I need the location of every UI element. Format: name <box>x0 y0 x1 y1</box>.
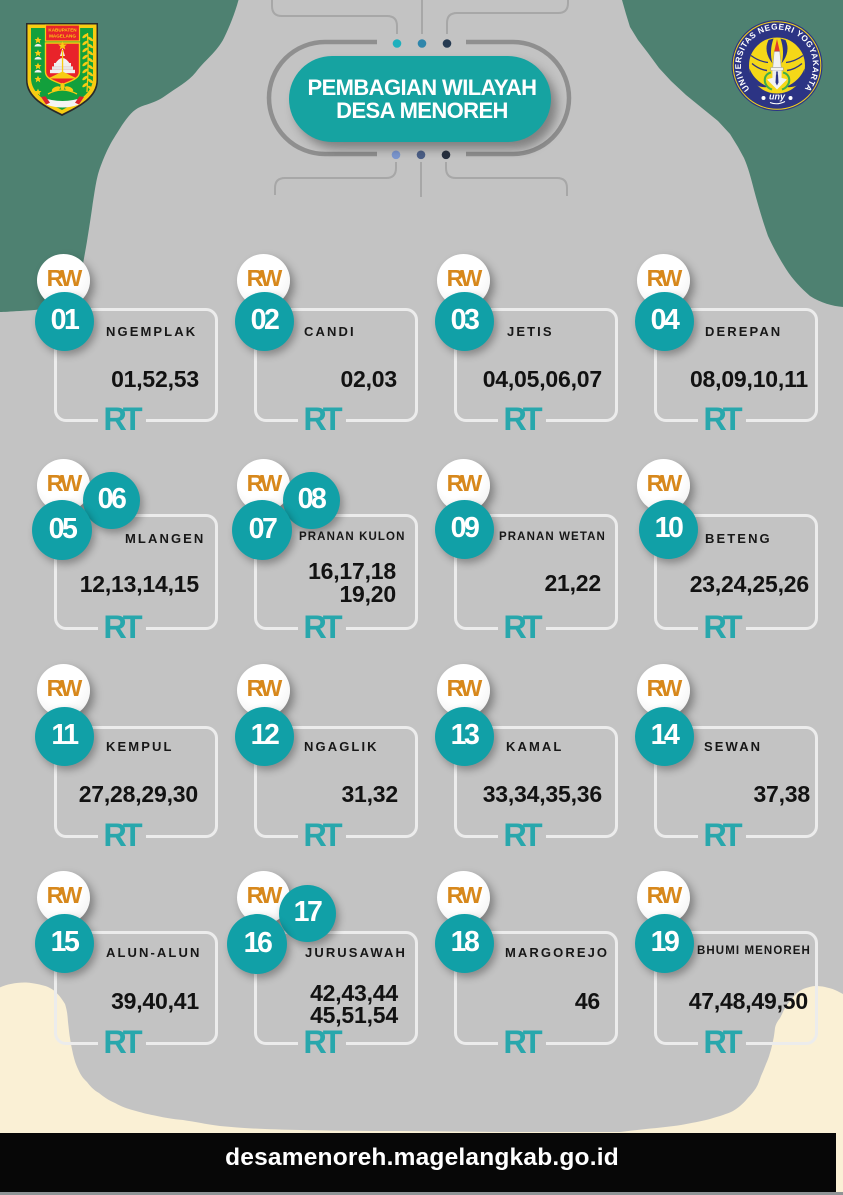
svg-text:KABUPATEN: KABUPATEN <box>48 28 77 33</box>
svg-text:uny: uny <box>769 92 786 102</box>
svg-text:MAGELANG: MAGELANG <box>49 34 76 39</box>
